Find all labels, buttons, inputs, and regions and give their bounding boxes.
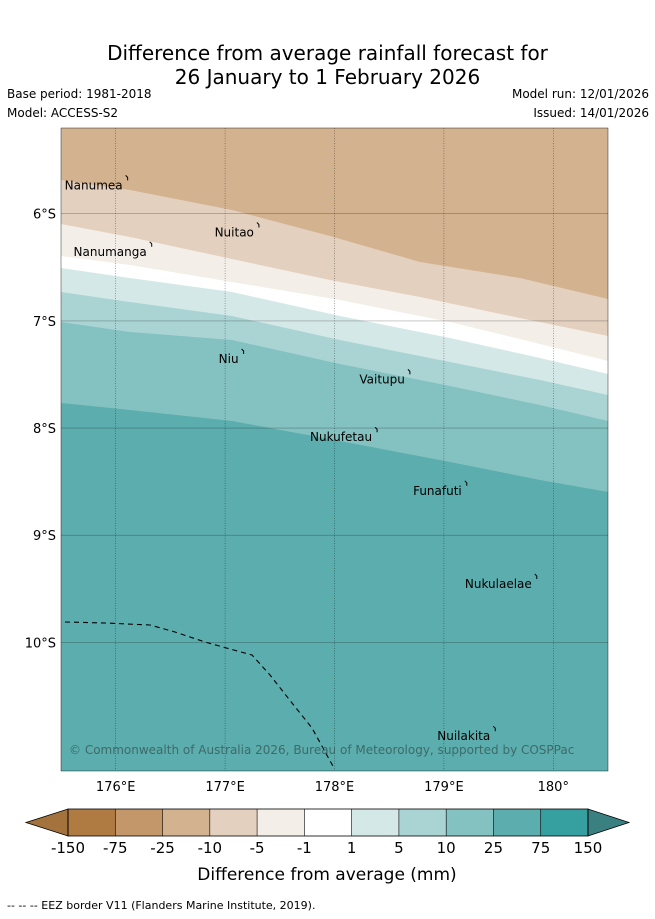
island-outline <box>407 368 411 375</box>
colorbar-tick-label: -1 <box>297 839 312 857</box>
colorbar-tick-label: -25 <box>150 839 175 857</box>
lat-tick-label: 9°S <box>33 529 56 544</box>
colorbar-tick-label: -75 <box>103 839 128 857</box>
island-outline <box>374 426 378 433</box>
eez-legend-note: -- -- -- EEZ border V11 (Flanders Marine… <box>7 899 316 912</box>
lon-tick-label: 177°E <box>205 780 245 795</box>
lon-tick-label: 176°E <box>96 780 136 795</box>
colorbar-swatch <box>209 809 258 836</box>
colorbar-tick-label: 5 <box>394 839 404 857</box>
eez-border <box>64 621 335 769</box>
graticule <box>61 128 608 771</box>
island-outline <box>492 725 496 732</box>
colorbar: -150 -75 -25 -10 -5 -1 1 5 10 25 75 150 <box>24 808 631 857</box>
model-name: Model: ACCESS-S2 <box>7 106 119 120</box>
lon-tick-label: 179°E <box>424 780 464 795</box>
lon-tick-label: 180° <box>538 780 569 795</box>
island-label: Nukulaelae <box>465 577 532 591</box>
colorbar-swatch <box>446 809 494 836</box>
base-period: Base period: 1981-2018 <box>7 87 152 101</box>
colorbar-tick-label: 75 <box>531 839 550 857</box>
colorbar-tick-label: -10 <box>198 839 223 857</box>
rainfall-contours <box>61 128 608 771</box>
colorbar-swatch <box>351 809 400 836</box>
colorbar-tick-label: 10 <box>437 839 456 857</box>
colorbar-swatch <box>115 809 163 836</box>
island-label: Funafuti <box>413 484 462 498</box>
colorbar-swatch <box>162 809 211 836</box>
lat-tick-label: 7°S <box>33 315 56 330</box>
island-outline <box>149 241 153 247</box>
lat-tick-label: 8°S <box>33 422 56 437</box>
colorbar-swatch <box>304 809 353 836</box>
island-outline <box>464 480 468 486</box>
colorbar-swatch <box>68 809 116 836</box>
title-line-1: Difference from average rainfall forecas… <box>107 41 548 65</box>
plot-frame <box>60 127 609 772</box>
colorbar-tick-label: -150 <box>51 839 85 857</box>
island-label: Niu <box>219 352 239 366</box>
colorbar-swatch <box>493 809 542 836</box>
colorbar-over-arrow <box>587 808 631 837</box>
island-label: Nuilakita <box>437 729 490 743</box>
axis-labels: 176°E 177°E 178°E 179°E 180° 6°S 7°S 8°S 9°S 10°S <box>25 208 569 795</box>
colorbar-tick-label: 25 <box>484 839 503 857</box>
colorbar-tick-label: 1 <box>347 839 357 857</box>
colorbar-swatch <box>257 809 305 836</box>
title-line-2: 26 January to 1 February 2026 <box>174 65 481 89</box>
issued-date: Issued: 14/01/2026 <box>533 106 649 120</box>
island-label: Nanumanga <box>74 245 147 259</box>
colorbar-swatch <box>398 809 447 836</box>
colorbar-tick-label: -5 <box>250 839 265 857</box>
colorbar-under-arrow <box>24 808 69 837</box>
island-outline <box>125 175 129 181</box>
lon-tick-label: 178°E <box>315 780 355 795</box>
colorbar-tick-label: 150 <box>574 839 603 857</box>
lat-tick-label: 6°S <box>33 208 56 223</box>
colorbar-swatch <box>540 809 589 836</box>
islands-layer: Nanumea Nuitao Nanumanga Niu Vaitupu Nukufeta… <box>65 175 538 743</box>
island-label: Nukufetau <box>310 430 372 444</box>
colorbar-title: Difference from average (mm) <box>197 865 456 885</box>
model-run: Model run: 12/01/2026 <box>511 87 649 101</box>
island-label: Vaitupu <box>359 372 405 386</box>
lat-tick-label: 10°S <box>25 636 56 651</box>
island-outline <box>256 222 260 228</box>
island-outline <box>241 348 245 354</box>
island-label: Nuitao <box>215 226 254 240</box>
island-outline <box>534 573 538 580</box>
copyright-notice: © Commonwealth of Australia 2026, Bureau… <box>69 743 574 757</box>
island-label: Nanumea <box>65 178 123 192</box>
